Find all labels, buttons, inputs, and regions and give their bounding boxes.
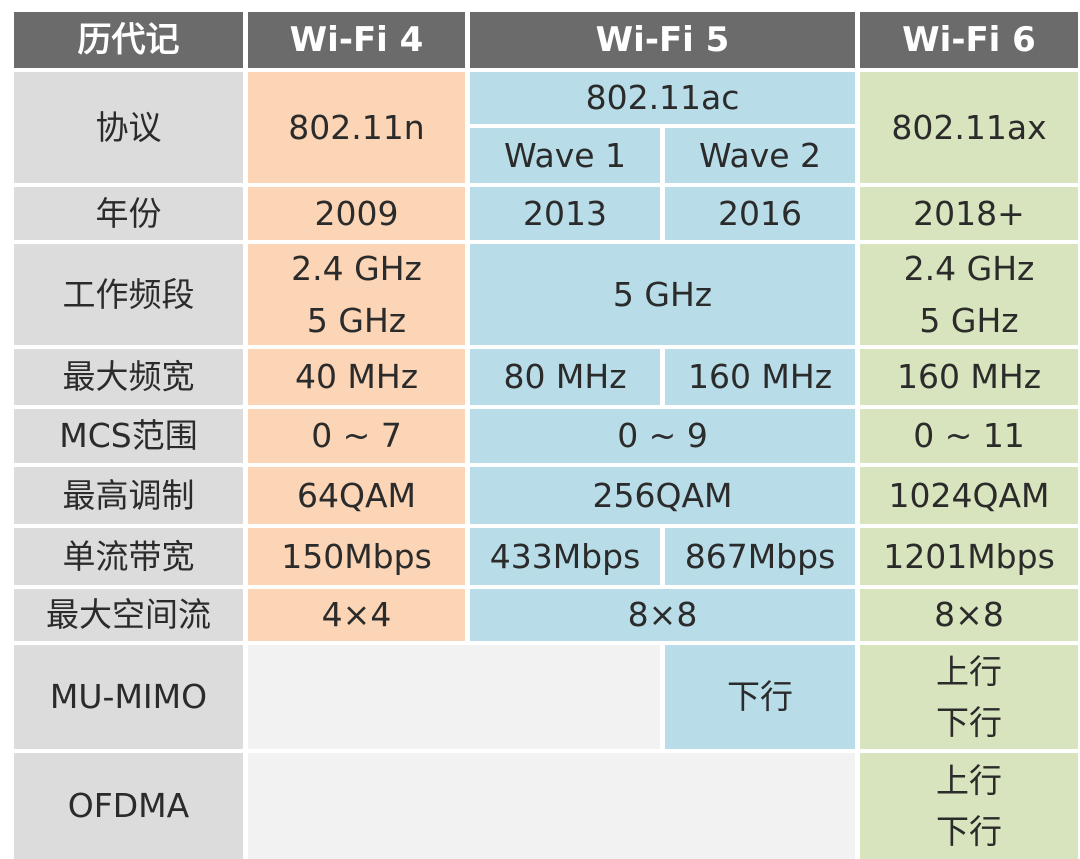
row-label-stream-rate: 单流带宽 xyxy=(14,528,243,585)
row-label-band: 工作频段 xyxy=(14,244,243,345)
cell-band-wifi5: 5 GHz xyxy=(470,244,855,345)
row-label-ofdma: OFDMA xyxy=(14,753,243,859)
cell-year-wifi6: 2018+ xyxy=(860,187,1078,240)
cell-bandwidth-wave2: 160 MHz xyxy=(665,349,855,405)
cell-mumimo-empty xyxy=(248,645,660,749)
band-line: 5 GHz xyxy=(919,300,1019,340)
row-label-protocol: 协议 xyxy=(14,72,243,183)
cell-spatial-wifi4: 4×4 xyxy=(248,589,465,641)
cell-stream-rate-wave1: 433Mbps xyxy=(470,528,660,585)
band-line: 5 GHz xyxy=(306,300,407,340)
band-line: 2.4 GHz xyxy=(903,249,1035,289)
ofdma-line: 上行 xyxy=(936,760,1002,800)
cell-protocol-wave2: Wave 2 xyxy=(665,128,855,183)
header-wifi4: Wi-Fi 4 xyxy=(248,12,465,68)
cell-modulation-wifi4: 64QAM xyxy=(248,467,465,524)
cell-modulation-wifi6: 1024QAM xyxy=(860,467,1078,524)
row-label-mumimo: MU-MIMO xyxy=(14,645,243,749)
cell-mumimo-wave2: 下行 xyxy=(665,645,855,749)
cell-spatial-wifi6: 8×8 xyxy=(860,589,1078,641)
header-label: 历代记 xyxy=(14,12,243,68)
mumimo-line: 下行 xyxy=(936,703,1002,742)
cell-band-wifi6: 2.4 GHz 5 GHz xyxy=(860,244,1078,345)
row-label-spatial: 最大空间流 xyxy=(14,589,243,641)
cell-year-wave1: 2013 xyxy=(470,187,660,240)
cell-protocol-wifi4: 802.11n xyxy=(248,72,465,183)
cell-mcs-wifi4: 0 ~ 7 xyxy=(248,409,465,463)
cell-ofdma-wifi6: 上行 下行 xyxy=(860,753,1078,859)
cell-protocol-wave1: Wave 1 xyxy=(470,128,660,183)
cell-band-wifi4: 2.4 GHz 5 GHz xyxy=(248,244,465,345)
cell-year-wifi4: 2009 xyxy=(248,187,465,240)
mumimo-line: 上行 xyxy=(936,651,1002,691)
cell-mcs-wifi6: 0 ~ 11 xyxy=(860,409,1078,463)
row-label-year: 年份 xyxy=(14,187,243,240)
ofdma-line: 下行 xyxy=(936,812,1002,851)
cell-stream-rate-wave2: 867Mbps xyxy=(665,528,855,585)
cell-protocol-wifi6: 802.11ax xyxy=(860,72,1078,183)
cell-bandwidth-wifi4: 40 MHz xyxy=(248,349,465,405)
cell-stream-rate-wifi6: 1201Mbps xyxy=(860,528,1078,585)
cell-mcs-wifi5: 0 ~ 9 xyxy=(470,409,855,463)
header-wifi6: Wi-Fi 6 xyxy=(860,12,1078,68)
row-label-bandwidth: 最大频宽 xyxy=(14,349,243,405)
cell-ofdma-empty xyxy=(248,753,855,859)
row-label-mcs: MCS范围 xyxy=(14,409,243,463)
header-wifi5: Wi-Fi 5 xyxy=(470,12,855,68)
cell-spatial-wifi5: 8×8 xyxy=(470,589,855,641)
cell-bandwidth-wifi6: 160 MHz xyxy=(860,349,1078,405)
row-label-modulation: 最高调制 xyxy=(14,467,243,524)
cell-mumimo-wifi6: 上行 下行 xyxy=(860,645,1078,749)
cell-year-wave2: 2016 xyxy=(665,187,855,240)
cell-stream-rate-wifi4: 150Mbps xyxy=(248,528,465,585)
cell-protocol-wifi5: 802.11ac xyxy=(470,72,855,124)
band-line: 2.4 GHz xyxy=(291,249,422,289)
cell-modulation-wifi5: 256QAM xyxy=(470,467,855,524)
cell-bandwidth-wave1: 80 MHz xyxy=(470,349,660,405)
